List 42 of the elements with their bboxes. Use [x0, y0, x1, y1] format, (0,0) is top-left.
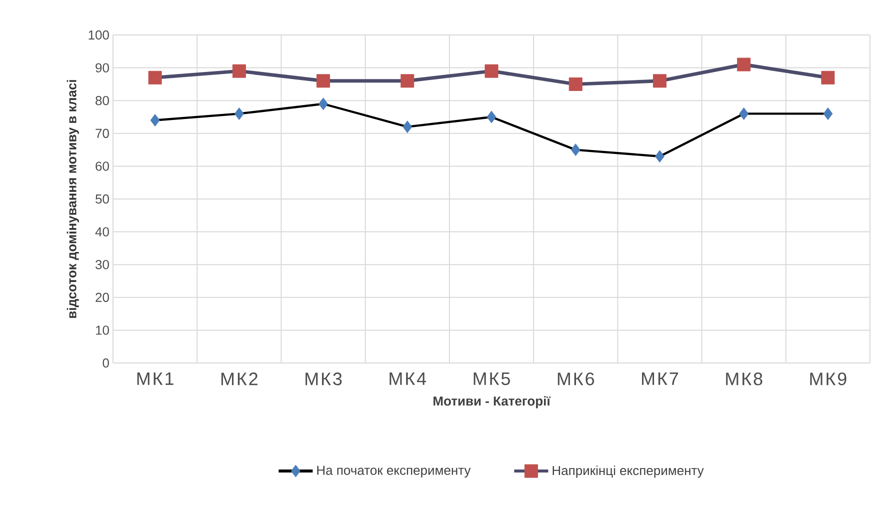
point	[737, 58, 751, 72]
x-tick-label: МК6	[558, 372, 594, 386]
point	[150, 114, 160, 127]
y-tick-label: 10	[96, 326, 109, 335]
y-tick-label: 90	[96, 63, 109, 72]
legend-label: Наприкінці експерименту	[552, 466, 704, 478]
legend-label: На початок експерименту	[317, 466, 471, 478]
point	[232, 64, 246, 78]
y-tick-label: 30	[96, 260, 109, 270]
x-tick-label: МК2	[221, 372, 258, 386]
point	[568, 77, 582, 91]
point	[739, 107, 749, 120]
point	[823, 107, 833, 120]
y-tick-label: 50	[96, 194, 109, 204]
x-tick-label: МК9	[810, 372, 846, 386]
x-axis-title: Мотиви - Категорії	[434, 396, 551, 408]
x-tick-label: МК3	[306, 372, 342, 386]
y-tick-label: 100	[88, 30, 109, 40]
x-tick-label: МК7	[642, 372, 678, 385]
x-tick-label: МК5	[474, 372, 510, 386]
point	[402, 120, 412, 134]
point	[570, 144, 580, 156]
y-tick-label: 80	[96, 96, 109, 106]
y-tick-label: 0	[102, 358, 109, 368]
y-tick-label: 40	[95, 227, 109, 236]
point	[484, 64, 498, 78]
y-tick-label: 20	[96, 292, 109, 302]
point	[234, 107, 244, 120]
point	[400, 74, 414, 88]
x-tick-label: МК4	[390, 372, 426, 385]
point	[148, 70, 162, 84]
point	[318, 98, 328, 110]
y-tick-label: 60	[96, 162, 109, 171]
point	[821, 70, 835, 84]
y-tick-label: 70	[96, 128, 109, 138]
point	[654, 150, 664, 163]
point	[486, 110, 496, 124]
point	[652, 74, 666, 88]
y-axis-title: відсоток домінування мотиву в класі	[66, 80, 79, 318]
x-tick-label: МК1	[137, 372, 174, 385]
point	[316, 74, 330, 88]
x-tick-label: МК8	[726, 372, 762, 386]
